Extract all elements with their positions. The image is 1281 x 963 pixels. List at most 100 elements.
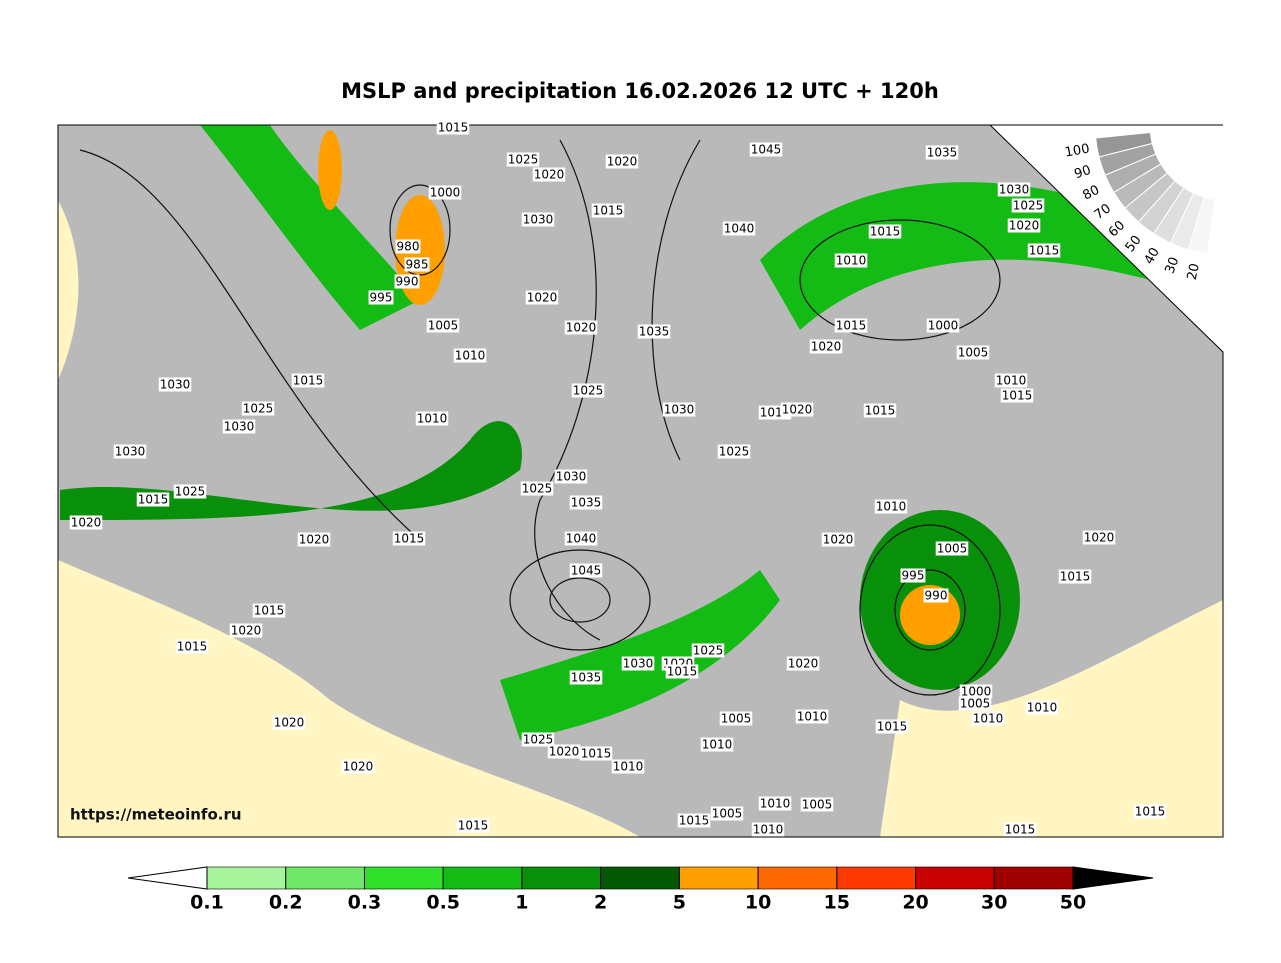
isobar-label-box [605, 154, 639, 169]
isobar-label: 1010 [417, 412, 448, 426]
isobar-label-box [997, 182, 1031, 197]
cloud-scale-label: 50 [1123, 233, 1145, 255]
isobar-label-box [569, 670, 603, 685]
colorbar-swatch [285, 866, 365, 890]
isobar-label-box [456, 818, 490, 833]
isobar-label-box [222, 419, 256, 434]
isobar-label: 1045 [571, 564, 602, 578]
isobar-label: 1020 [274, 716, 305, 730]
isobar-label: 1025 [1013, 199, 1044, 213]
colorbar-swatch [915, 866, 995, 890]
isobar-label: 1015 [877, 720, 908, 734]
isobar-label-box [691, 643, 725, 658]
isobar-label-box [749, 142, 783, 157]
isobar-label-box [958, 696, 992, 711]
isobar-label-box [800, 797, 834, 812]
isobar-label: 1010 [797, 710, 828, 724]
watermark: https://meteoinfo.ru [70, 806, 242, 824]
isobar-label-box [1027, 243, 1061, 258]
isobar-label-box [677, 813, 711, 828]
isobar-label: 1030 [556, 470, 587, 484]
colorbar-swatch [679, 866, 759, 890]
isobar-label: 1020 [1084, 531, 1115, 545]
isobar-label: 1015 [394, 532, 425, 546]
isobar-label: 1015 [581, 747, 612, 761]
isobar-label-box [569, 495, 603, 510]
isobar-label: 1020 [811, 340, 842, 354]
colorbar-tick-label: 0.2 [269, 892, 303, 914]
isobar-label: 1005 [937, 542, 968, 556]
isobar-label-box [564, 320, 598, 335]
isobar-label: 980 [397, 240, 420, 254]
isobar-label: 1015 [667, 665, 698, 679]
isobar-label: 1015 [254, 604, 285, 618]
colorbar-tick-label: 2 [594, 892, 607, 914]
isobar-label-box [1025, 700, 1059, 715]
isobar-label: 1030 [623, 657, 654, 671]
isobar-labels: 1015 1025 1020 1020 1000 1030 1015 1045 1035 1030… [69, 120, 1167, 837]
isobar-label: 1015 [593, 204, 624, 218]
isobar-label: 1025 [522, 482, 553, 496]
cloud-scale-label: 90 [1073, 163, 1093, 182]
cloud-scale-label: 70 [1092, 201, 1114, 223]
colorbar-tick-label: 30 [981, 892, 1007, 914]
isobar-label-box [780, 402, 814, 417]
isobar-label-box [834, 318, 868, 333]
isobar-label-box [297, 532, 331, 547]
clear-area [880, 600, 1223, 837]
colorbar-swatch [364, 866, 444, 890]
isobar-label-box [579, 746, 613, 761]
precip-area [760, 182, 1150, 330]
isobar-label-box [925, 145, 959, 160]
isobar-label-box [415, 411, 449, 426]
isobar-label-box [291, 373, 325, 388]
isobar-label-box [621, 656, 655, 671]
colorbar-tick-label: 0.3 [348, 892, 382, 914]
isobar-label: 1025 [573, 384, 604, 398]
colorbar-tick-label: 50 [1060, 892, 1086, 914]
isobar-label-box [662, 402, 696, 417]
isobar-label: 985 [406, 258, 429, 272]
isobar-label-box [971, 711, 1005, 726]
isobar-label: 1015 [865, 404, 896, 418]
isobar-label-box [569, 563, 603, 578]
isobar-label: 1035 [927, 146, 958, 160]
isobar-label-box [717, 444, 751, 459]
isobar-label-box [341, 759, 375, 774]
clear-area [58, 200, 79, 380]
isobar-label: 1040 [724, 222, 755, 236]
isobar-label: 990 [396, 275, 419, 289]
colorbar-tick-label: 15 [824, 892, 850, 914]
isobar-label: 1000 [961, 685, 992, 699]
isobar-label: 1015 [870, 225, 901, 239]
isobar-label-box [229, 623, 263, 638]
colorbar-extend-high [1072, 866, 1154, 890]
isobar-label-box [453, 348, 487, 363]
isobar-label-box [392, 531, 426, 546]
isobar-label-box [611, 759, 645, 774]
isobar-label-box [786, 656, 820, 671]
isobar-label-box [994, 373, 1028, 388]
isobar-label-box [520, 481, 554, 496]
isobar-label-box [719, 711, 753, 726]
isobar-label-box [173, 484, 207, 499]
isobar-label-box [722, 221, 756, 236]
isobar-label-box [525, 290, 559, 305]
map-title: MSLP and precipitation 16.02.2026 12 UTC… [341, 79, 939, 103]
isobar-label: 1005 [712, 807, 743, 821]
isobar-label-box [175, 639, 209, 654]
clear-area [58, 560, 640, 837]
isobar-label-box [1133, 804, 1167, 819]
colorbar-tick-label: 10 [745, 892, 771, 914]
isobar-label-box [868, 224, 902, 239]
isobar-label: 1015 [1005, 823, 1036, 837]
isobar-label-box [554, 469, 588, 484]
isobar-label: 1035 [571, 496, 602, 510]
isobar-label: 1010 [836, 254, 867, 268]
isobar-label: 1015 [293, 374, 324, 388]
isobar-label-box [69, 515, 103, 530]
isobar-label: 1020 [299, 533, 330, 547]
isobar-label-box [521, 732, 555, 747]
isobar-label-box [751, 822, 785, 837]
isobar-label: 1015 [1002, 389, 1033, 403]
